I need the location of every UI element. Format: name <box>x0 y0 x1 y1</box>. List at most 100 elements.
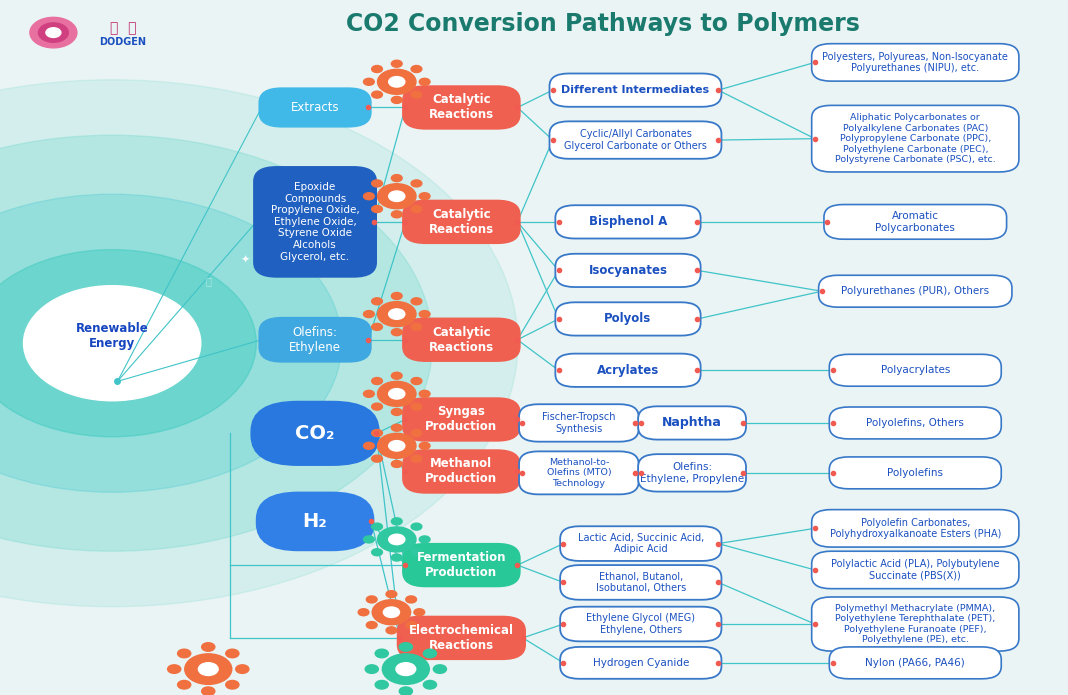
Text: Lactic Acid, Succinic Acid,
Adipic Acid: Lactic Acid, Succinic Acid, Adipic Acid <box>578 533 704 555</box>
FancyBboxPatch shape <box>555 302 701 336</box>
Circle shape <box>420 391 430 398</box>
Text: Bisphenol A: Bisphenol A <box>588 215 668 229</box>
Text: Different Intermediates: Different Intermediates <box>562 85 709 95</box>
Text: Aromatic
Polycarbonates: Aromatic Polycarbonates <box>876 211 955 233</box>
Text: Syngas
Production: Syngas Production <box>425 405 498 434</box>
Circle shape <box>391 293 403 300</box>
FancyBboxPatch shape <box>812 551 1019 589</box>
Circle shape <box>389 441 405 451</box>
Circle shape <box>420 193 430 199</box>
Circle shape <box>168 665 180 673</box>
Circle shape <box>420 79 430 85</box>
Circle shape <box>378 302 417 327</box>
Circle shape <box>363 193 374 199</box>
Circle shape <box>391 424 403 431</box>
Text: DODGEN: DODGEN <box>99 37 146 47</box>
Circle shape <box>0 80 518 607</box>
Text: Isocyanates: Isocyanates <box>588 264 668 277</box>
FancyBboxPatch shape <box>402 449 521 493</box>
Text: Polylactic Acid (PLA), Polybutylene
Succinate (PBS(X)): Polylactic Acid (PLA), Polybutylene Succ… <box>831 559 1000 581</box>
Circle shape <box>391 174 403 181</box>
Circle shape <box>372 180 382 187</box>
Text: Acrylates: Acrylates <box>597 363 659 377</box>
Text: Polyolefins: Polyolefins <box>888 468 943 478</box>
Circle shape <box>411 91 422 98</box>
FancyBboxPatch shape <box>560 607 722 641</box>
Circle shape <box>391 554 403 561</box>
Circle shape <box>177 680 191 689</box>
FancyBboxPatch shape <box>555 205 701 238</box>
Text: 东  庚: 东 庚 <box>110 21 136 35</box>
Circle shape <box>382 654 429 685</box>
Circle shape <box>378 434 417 458</box>
Circle shape <box>434 665 446 673</box>
Text: Fermentation
Production: Fermentation Production <box>417 551 506 579</box>
Circle shape <box>363 311 374 318</box>
Text: Aliphatic Polycarbonates or
Polyalkylene Carbonates (PAC)
Polypropylene Carbonat: Aliphatic Polycarbonates or Polyalkylene… <box>835 113 995 164</box>
FancyBboxPatch shape <box>560 647 722 679</box>
Circle shape <box>372 65 382 72</box>
FancyBboxPatch shape <box>639 454 745 491</box>
FancyBboxPatch shape <box>402 543 521 587</box>
Circle shape <box>236 665 249 673</box>
FancyBboxPatch shape <box>560 565 722 600</box>
Circle shape <box>389 389 405 399</box>
Text: Catalytic
Reactions: Catalytic Reactions <box>429 326 493 354</box>
Text: Olefins:
Ethylene: Olefins: Ethylene <box>289 326 341 354</box>
FancyBboxPatch shape <box>555 354 701 387</box>
Circle shape <box>411 523 422 530</box>
Circle shape <box>391 409 403 416</box>
FancyBboxPatch shape <box>402 398 521 441</box>
Circle shape <box>386 591 397 598</box>
Circle shape <box>411 65 422 72</box>
Circle shape <box>391 60 403 67</box>
Circle shape <box>30 17 77 48</box>
Circle shape <box>411 403 422 410</box>
Circle shape <box>389 534 405 545</box>
Text: Fischer-Tropsch
Synthesis: Fischer-Tropsch Synthesis <box>543 412 615 434</box>
Circle shape <box>389 191 405 202</box>
Circle shape <box>363 442 374 450</box>
Circle shape <box>411 549 422 556</box>
FancyBboxPatch shape <box>519 451 639 494</box>
Circle shape <box>372 430 382 436</box>
FancyBboxPatch shape <box>812 106 1019 172</box>
FancyBboxPatch shape <box>818 275 1012 307</box>
Text: CO2 Conversion Pathways to Polymers: CO2 Conversion Pathways to Polymers <box>346 13 861 36</box>
Text: Catalytic
Reactions: Catalytic Reactions <box>429 208 493 236</box>
Circle shape <box>389 76 405 87</box>
Circle shape <box>423 649 437 657</box>
FancyBboxPatch shape <box>560 526 722 561</box>
Circle shape <box>23 286 201 401</box>
Circle shape <box>391 329 403 336</box>
Text: Polyacrylates: Polyacrylates <box>881 366 949 375</box>
Text: H₂: H₂ <box>302 512 328 531</box>
FancyBboxPatch shape <box>830 457 1002 489</box>
Circle shape <box>406 621 417 628</box>
Circle shape <box>225 680 239 689</box>
Circle shape <box>372 297 382 305</box>
Circle shape <box>411 430 422 436</box>
FancyBboxPatch shape <box>549 122 722 158</box>
Circle shape <box>372 323 382 330</box>
FancyBboxPatch shape <box>258 88 372 128</box>
FancyBboxPatch shape <box>830 647 1002 679</box>
Text: Polyesters, Polyureas, Non-Isocyanate
Polyurethanes (NIPU), etc.: Polyesters, Polyureas, Non-Isocyanate Po… <box>822 51 1008 73</box>
Circle shape <box>363 391 374 398</box>
Circle shape <box>0 136 433 551</box>
Circle shape <box>406 596 417 603</box>
Circle shape <box>389 309 405 319</box>
Circle shape <box>391 373 403 379</box>
Circle shape <box>383 607 399 617</box>
Circle shape <box>365 665 378 673</box>
Circle shape <box>391 518 403 525</box>
Circle shape <box>378 70 417 95</box>
Text: Polyurethanes (PUR), Others: Polyurethanes (PUR), Others <box>842 286 989 296</box>
Circle shape <box>420 536 430 543</box>
Circle shape <box>375 680 389 689</box>
Circle shape <box>411 455 422 462</box>
Circle shape <box>375 649 389 657</box>
Circle shape <box>366 596 377 603</box>
FancyBboxPatch shape <box>812 44 1019 81</box>
FancyBboxPatch shape <box>812 597 1019 651</box>
